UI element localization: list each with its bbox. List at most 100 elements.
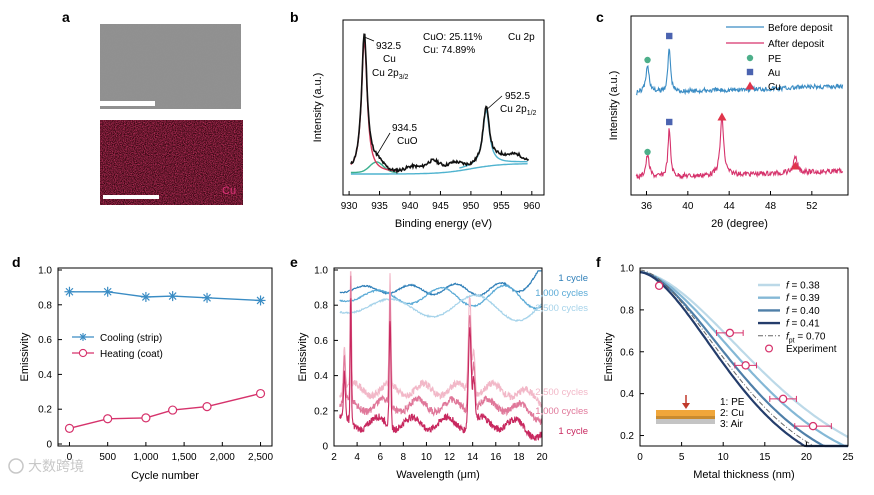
layer-label: 3: Air [720,419,743,430]
cooling-point [141,293,150,301]
y-axis-label: Intensity (a.u.) [608,71,620,141]
y-tick-label: 1.0 [38,266,52,277]
cu2p12-fit-line [459,106,528,169]
series-label-heating: 1,000 cycles [535,406,588,417]
heating-point [103,414,113,424]
legend-value: = 0.70 [795,331,826,342]
x-tick-label: 0 [67,452,73,463]
y-tick-label: 0.6 [620,347,634,358]
y-tick-label: 0.8 [314,301,328,312]
annotation-leader [376,132,391,155]
legend-label-pe: PE [768,54,782,65]
xps-chart: 930 935 940 945 950 955 960 Binding energy (eV)… [312,19,545,230]
legend-value: = 0.39 [789,293,820,304]
layer-cu [656,416,715,419]
x-tick-label: 5 [679,452,685,463]
x-tick-label: 935 [371,201,388,212]
x-tick-label: 930 [341,201,358,212]
cooling-point [65,287,74,296]
y-axis-label: Emissivity [19,332,31,381]
series-label-heating: 2,500 cycles [535,387,588,398]
legend-marker-cu [745,81,755,90]
y-tick-label: 0 [322,442,328,453]
y-tick-label: 1.0 [314,266,328,277]
eds-element-label: Cu [222,185,236,197]
heating-spectrum-line [339,271,543,408]
legend-label-model: f = 0.41 [786,319,820,330]
orbital-subscript: 1/2 [527,110,537,117]
xps-data-line [350,33,530,175]
x-tick-label: 950 [463,201,480,212]
x-tick-label: 4 [354,452,360,463]
annotation-leader [486,95,503,110]
orbital-subscript: 3/2 [399,74,409,81]
panel-label-c: c [596,9,604,25]
x-tick-label: 18 [513,452,525,463]
spectral-emissivity-chart: 2 4 6 8 10 12 14 16 18 20 0 0.2 0.4 0.6 0.8 1.0 Waveleng… [297,266,588,482]
thickness-emissivity-chart: 0 5 10 15 20 25 0.2 0.4 0.6 0.8 1.0 Metal thickness… [603,264,854,482]
x-tick-label: 1,500 [172,452,197,463]
y-tick-label: 0.2 [314,406,328,417]
x-tick-label: 20 [801,452,813,463]
peak-marker-cu [790,161,800,170]
y-tick-label: 0 [46,440,52,451]
legend-marker-experiment [764,344,773,353]
x-tick-label: 0 [637,452,643,463]
layer-label: 1: PE [720,397,745,408]
cooling-point [168,292,177,301]
peak-energy-label: 934.5 [392,123,417,134]
after-deposit-line [635,115,844,181]
y-tick-label: 0.4 [620,389,634,400]
x-tick-label: 14 [467,452,479,463]
cooling-spectrum-line [339,284,542,310]
x-tick-label: 52 [806,201,818,212]
annotation-leader [365,37,375,42]
peak-marker-cu [717,112,727,121]
heating-line [69,392,261,429]
model-line [639,271,849,438]
peak-orbital-label: Cu 2p1/2 [500,104,537,117]
legend-label-model: f = 0.39 [786,293,820,304]
peak-energy-label: 952.5 [505,91,530,102]
plot-frame [57,267,273,447]
x-tick-label: 20 [536,452,548,463]
y-axis-label: Emissivity [603,332,615,381]
legend-symbol: f [786,306,790,317]
series-label-cooling: 2,500 cycles [535,303,588,314]
legend-label-experiment: Experiment [786,344,837,355]
legend-label-heating: Heating (coat) [100,349,163,360]
heating-point [141,413,151,423]
y-tick-label: 1.0 [620,264,634,275]
sem-image [100,24,241,109]
legend-label-model: f = 0.38 [786,281,820,292]
cooling-line [69,291,261,302]
scale-bar [103,195,159,199]
spectrum-title: Cu 2p [508,32,535,43]
x-tick-label: 16 [490,452,502,463]
x-axis-label: Binding energy (eV) [395,218,492,230]
x-tick-label: 8 [401,452,407,463]
x-tick-label: 955 [493,201,510,212]
experiment-point [778,394,788,404]
experiment-point [808,421,818,431]
y-tick-label: 0.4 [38,370,52,381]
watermark: 大数跨境 [8,458,84,474]
x-axis-label: Wavelength (μm) [396,469,480,481]
experiment-point [725,328,735,338]
x-tick-label: 2 [331,452,337,463]
peak-marker-au [666,32,673,40]
x-tick-label: 940 [402,201,419,212]
legend-symbol: f [786,281,790,292]
y-tick-label: 0.6 [314,336,328,347]
x-axis-label: Metal thickness (nm) [693,469,794,481]
legend-symbol: f [786,331,790,342]
y-tick-label: 0.2 [38,405,52,416]
plot-frame [630,15,849,196]
panel-label-f: f [596,254,601,270]
legend-symbol: f [786,319,790,330]
heating-point [202,401,212,412]
x-axis-label: 2θ (degree) [711,218,768,230]
series-label-cooling: 1 cycle [558,273,588,284]
x-tick-label: 2,500 [248,452,273,463]
